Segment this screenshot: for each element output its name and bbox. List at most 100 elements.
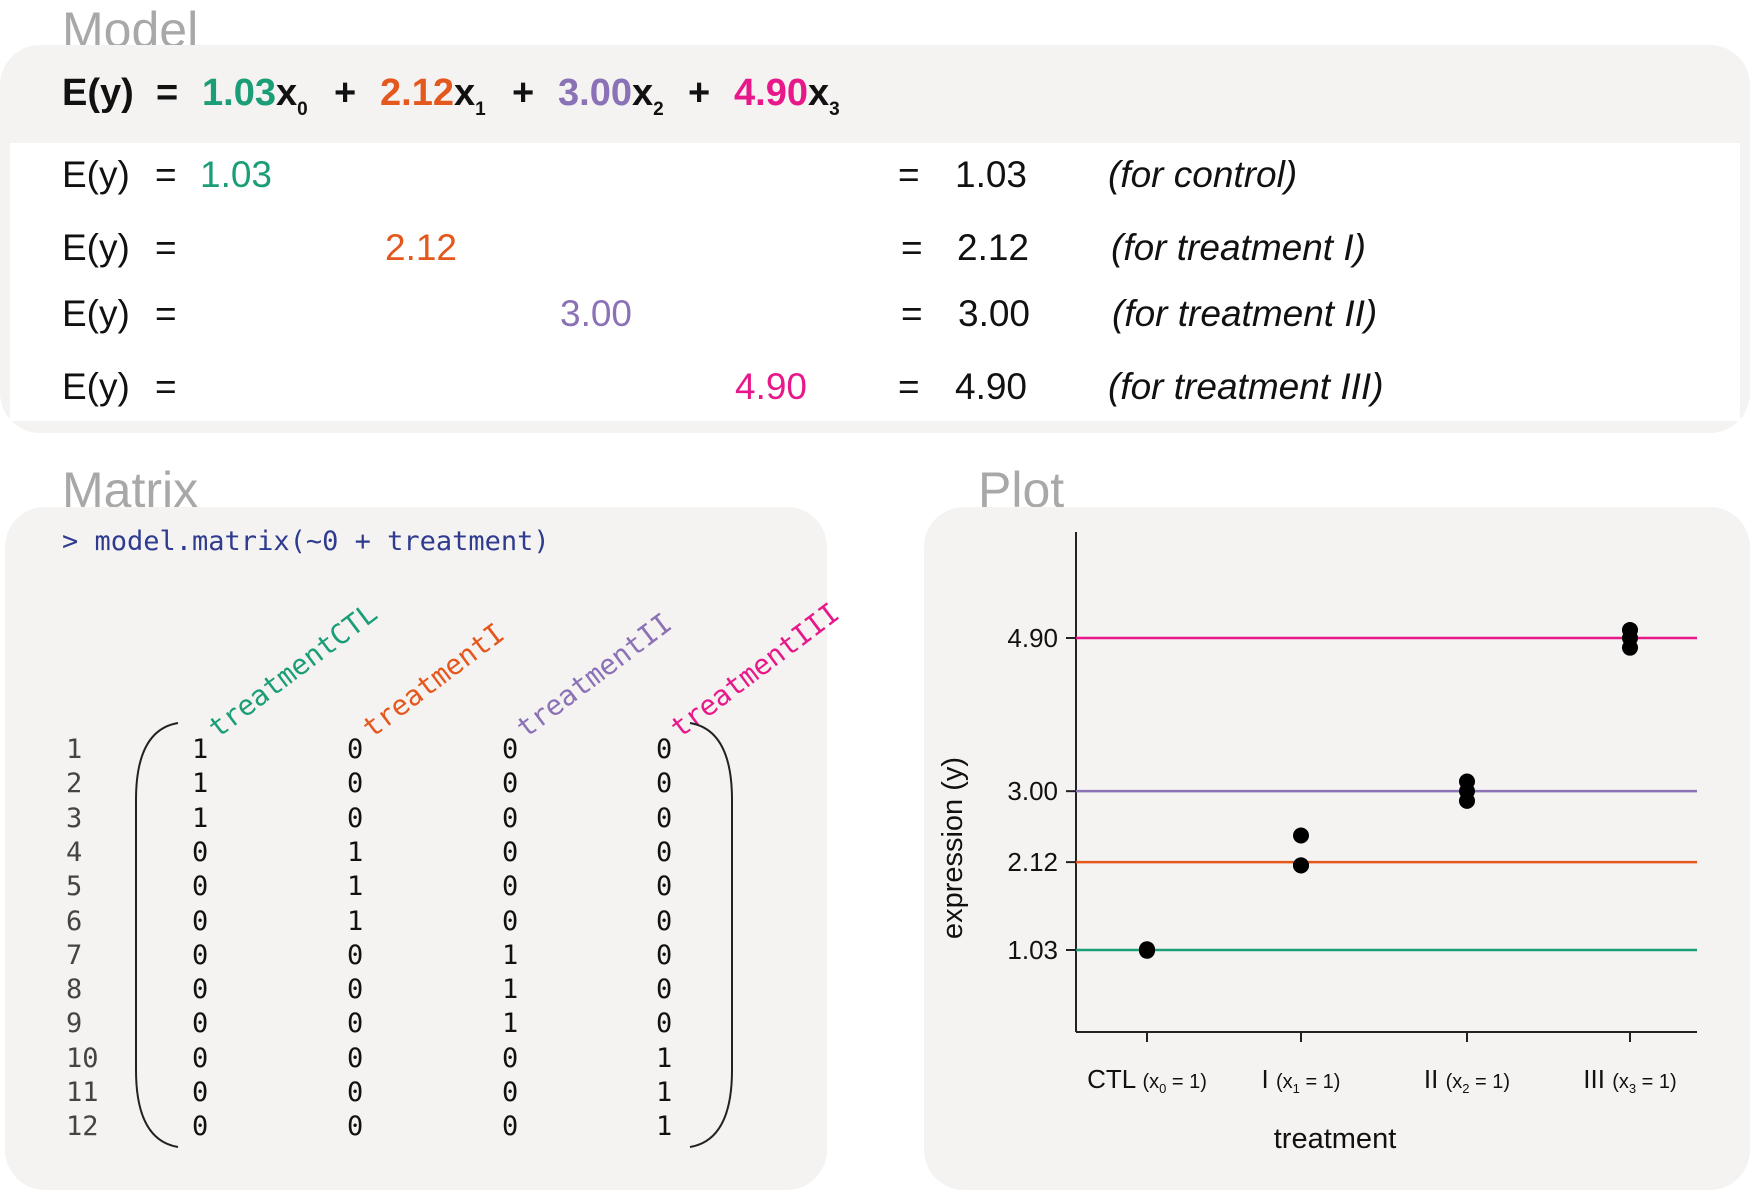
term-i: 2.12x1 <box>380 72 486 120</box>
x-axis-label: treatment <box>1274 1123 1397 1155</box>
data-point <box>1459 792 1475 809</box>
matrix-cell: 1 <box>656 1042 673 1074</box>
matrix-cell: 0 <box>502 836 519 868</box>
matrix-cell: 0 <box>502 1042 519 1074</box>
matrix-cell: 0 <box>656 802 673 834</box>
matrix-cell: 1 <box>347 905 364 937</box>
plus-3: + <box>688 72 711 114</box>
row-note: (for control) <box>1108 154 1298 195</box>
matrix-cell: 0 <box>192 1008 209 1040</box>
row-lhs: E(y) <box>62 366 130 407</box>
matrix-row-label: 7 <box>66 939 83 971</box>
sub-ii: 2 <box>653 99 664 120</box>
matrix-row-label: 6 <box>66 905 83 937</box>
row-equals: = <box>155 154 177 195</box>
matrix-cell: 0 <box>502 768 519 800</box>
row-note: (for treatment I) <box>1111 227 1366 268</box>
row-coef: 3.00 <box>560 293 633 334</box>
plot-panel <box>924 507 1750 1190</box>
matrix-cell: 0 <box>656 974 673 1006</box>
matrix-cell: 0 <box>347 1111 364 1143</box>
matrix-cell: 0 <box>656 939 673 971</box>
matrix-cell: 0 <box>656 734 673 765</box>
matrix-cell: 0 <box>347 974 364 1006</box>
row-value: 4.90 <box>955 366 1028 407</box>
model-row-control: E(y) = 1.03 = 1.03 (for control) <box>0 154 1750 204</box>
matrix-cell: 0 <box>347 1077 364 1108</box>
model-row-treatment-i: E(y) = 2.12 = 2.12 (for treatment I) <box>0 227 1750 277</box>
matrix-cell: 1 <box>192 802 209 834</box>
matrix-cell: 0 <box>502 734 519 765</box>
matrix-cell: 0 <box>656 1008 673 1040</box>
matrix-cell: 0 <box>502 802 519 834</box>
row-lhs: E(y) <box>62 227 130 268</box>
var-ctl: x <box>275 72 298 114</box>
sub-ctl: 0 <box>297 99 308 120</box>
y-tick-label: 4.90 <box>1007 623 1058 653</box>
plus-2: + <box>512 72 535 114</box>
matrix-cell: 0 <box>502 1077 519 1108</box>
matrix-cell: 0 <box>347 768 364 800</box>
equation-lhs: E(y) <box>62 72 134 114</box>
matrix-cell: 1 <box>656 1077 673 1108</box>
equation-equals: = <box>156 72 179 114</box>
row-coef: 1.03 <box>200 154 273 195</box>
matrix-cell: 1 <box>502 939 519 971</box>
term-iii: 4.90x3 <box>734 72 840 120</box>
matrix-cell: 0 <box>502 871 519 903</box>
coef-iii: 4.90 <box>734 72 808 114</box>
matrix-cell: 0 <box>192 1111 209 1143</box>
matrix-cell: 1 <box>502 1008 519 1040</box>
y-tick-label: 1.03 <box>1007 935 1058 965</box>
matrix-cell: 1 <box>656 1111 673 1143</box>
matrix-row-label: 1 <box>66 734 83 765</box>
term-ii: 3.00x2 <box>558 72 664 120</box>
row-coef: 2.12 <box>385 227 458 268</box>
matrix-cell: 1 <box>347 871 364 903</box>
row-equals-2: = <box>901 227 923 268</box>
matrix-cell: 0 <box>347 1008 364 1040</box>
matrix-cell: 0 <box>347 939 364 971</box>
matrix-cell: 0 <box>347 1042 364 1074</box>
model-matrix-command: > model.matrix(~0 + treatment) <box>62 526 550 557</box>
data-point <box>1622 639 1638 656</box>
matrix-row-label: 11 <box>66 1077 99 1108</box>
matrix-cell: 0 <box>347 734 364 765</box>
x-tick-label: I (x1 = 1) <box>1262 1064 1341 1096</box>
plus-1: + <box>334 72 357 114</box>
sub-iii: 3 <box>829 99 840 120</box>
matrix-row-label: 2 <box>66 768 83 800</box>
model-row-treatment-ii: E(y) = 3.00 = 3.00 (for treatment II) <box>0 293 1750 343</box>
matrix-row-label: 4 <box>66 836 83 868</box>
matrix-cell: 0 <box>656 836 673 868</box>
coef-i: 2.12 <box>380 72 454 114</box>
row-equals-2: = <box>898 366 920 407</box>
row-equals: = <box>155 293 177 334</box>
matrix-cell: 0 <box>347 802 364 834</box>
row-lhs: E(y) <box>62 154 130 195</box>
model-rows-area <box>10 143 1740 421</box>
row-value: 3.00 <box>958 293 1031 334</box>
matrix-cell: 0 <box>502 905 519 937</box>
data-point <box>1139 941 1155 958</box>
row-equals-2: = <box>898 154 920 195</box>
matrix-cell: 1 <box>502 974 519 1006</box>
matrix-cell: 0 <box>656 905 673 937</box>
matrix-row-label: 12 <box>66 1111 99 1143</box>
row-equals-2: = <box>901 293 923 334</box>
var-ii: x <box>631 72 654 114</box>
sub-i: 1 <box>475 99 486 120</box>
matrix-cell: 0 <box>192 905 209 937</box>
x-tick-label: II (x2 = 1) <box>1424 1064 1510 1096</box>
row-value: 2.12 <box>957 227 1030 268</box>
row-equals: = <box>155 227 177 268</box>
matrix-row-label: 5 <box>66 871 83 903</box>
data-point <box>1293 857 1309 874</box>
matrix-cell: 0 <box>192 836 209 868</box>
coef-ctl: 1.03 <box>202 72 276 114</box>
row-note: (for treatment III) <box>1108 366 1384 407</box>
model-panel <box>0 45 1750 433</box>
y-axis-label: expression (y) <box>937 757 969 939</box>
coef-ii: 3.00 <box>558 72 632 114</box>
